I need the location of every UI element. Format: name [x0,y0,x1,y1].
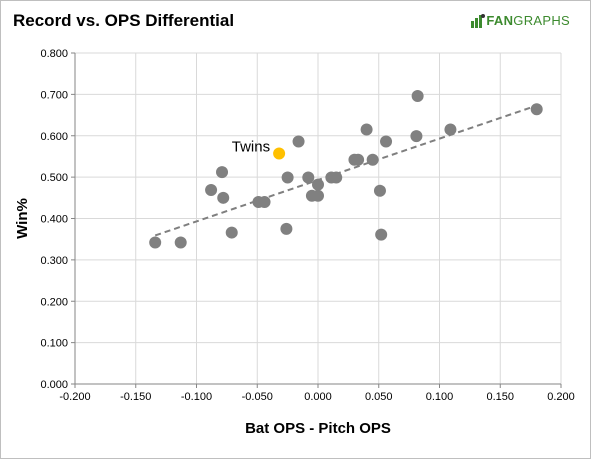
logo-text-graphs: GRAPHS [513,13,570,28]
x-axis-title: Bat OPS - Pitch OPS [245,420,391,437]
x-tick-label: -0.200 [59,391,90,403]
x-tick-label: 0.200 [547,391,575,403]
y-tick-label: 0.000 [40,379,68,391]
data-point [217,191,230,204]
axes [71,52,562,388]
points-group [149,90,543,249]
trendline [154,104,538,237]
fangraphs-logo: FAN GRAPHS [471,13,570,28]
x-tick-label: -0.050 [242,391,273,403]
data-point [375,228,388,241]
data-point [205,183,218,196]
data-point [292,135,305,148]
x-tick-label: 0.050 [365,391,393,403]
data-point [174,236,187,249]
data-point [380,135,393,148]
y-axis-title: Win% [14,198,31,239]
logo-text-fan: FAN [486,13,514,28]
x-tick-label: 0.100 [426,391,454,403]
x-tick-label: -0.150 [120,391,151,403]
data-point [360,123,373,136]
tick-labels: -0.200 -0.150 -0.100 -0.050 0.000 0.050 0.100 0… [40,48,574,403]
highlight-point-twins [273,147,286,160]
y-tick-label: 0.100 [40,338,68,350]
x-tick-label: 0.150 [486,391,514,403]
y-tick-label: 0.200 [40,296,68,308]
data-point [149,236,162,249]
data-point [216,166,229,179]
data-point [366,153,379,166]
x-tick-label: 0.000 [304,391,332,403]
y-tick-label: 0.400 [40,214,68,226]
data-point [312,178,324,191]
y-tick-label: 0.300 [40,255,68,267]
y-tick-label: 0.700 [40,89,68,101]
trendline-group [154,104,538,237]
data-point [373,184,386,197]
data-point [352,153,365,166]
data-point [411,90,424,103]
data-point [530,103,543,116]
y-tick-label: 0.500 [40,172,68,184]
data-point [444,123,457,136]
data-point [330,171,343,184]
data-point [280,222,293,235]
y-tick-label: 0.600 [40,131,68,143]
data-point [281,171,294,184]
data-point [258,195,271,208]
data-point [225,226,238,239]
data-point [312,189,324,202]
data-point [302,171,315,184]
fangraphs-bars-icon [471,13,486,28]
y-tick-label: 0.800 [40,48,68,60]
data-point [410,130,423,143]
gridlines [75,52,562,384]
x-tick-label: -0.100 [181,391,212,403]
chart-title: Record vs. OPS Differential [13,11,235,30]
twins-annotation: Twins [232,139,270,156]
